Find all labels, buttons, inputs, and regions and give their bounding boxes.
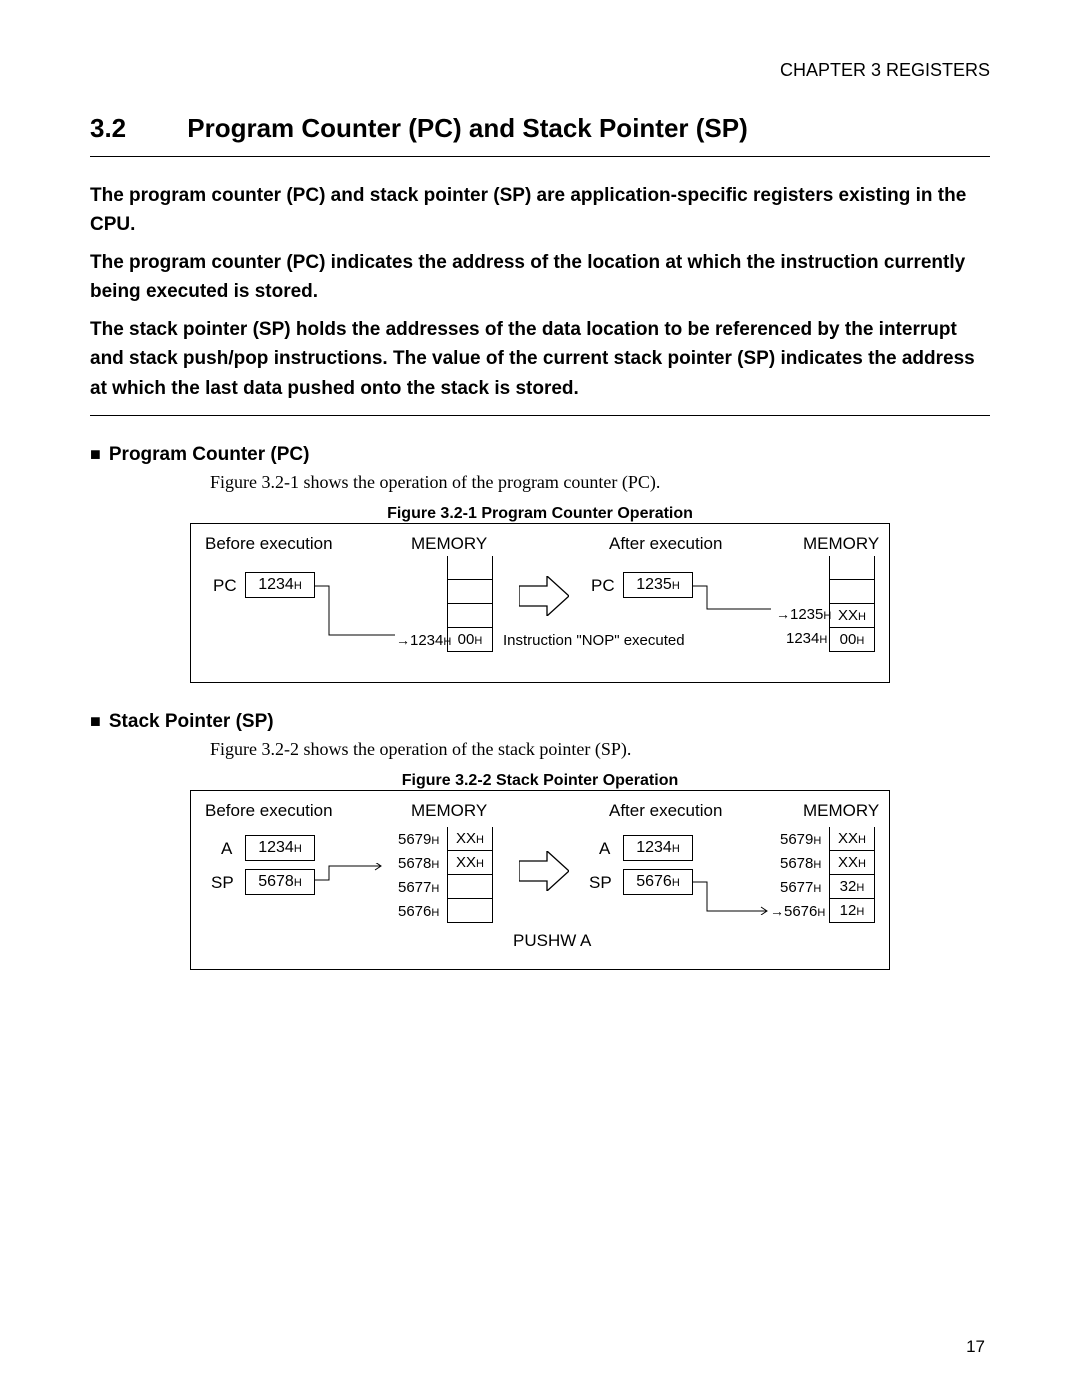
reg-a-before: A [221, 839, 232, 859]
mb-r0: XXH [448, 827, 492, 851]
mb-a1: 5678H [398, 855, 439, 872]
sp-figure-caption: Figure 3.2-2 Stack Pointer Operation [90, 772, 990, 790]
ma-a1: 5678H [780, 855, 821, 872]
pc-reg-value-after: 1235H [623, 572, 693, 598]
mb-a0: 5679H [398, 831, 439, 848]
ma-r1: XXH [830, 851, 874, 875]
mem-left-addr: →1234H [396, 632, 451, 649]
pc-heading-text: Program Counter (PC) [109, 444, 310, 465]
reg-a-value-after: 1234H [623, 835, 693, 861]
ma-r2: 32H [830, 875, 874, 899]
sp-body: Figure 3.2-2 shows the operation of the … [210, 739, 990, 760]
after-exec-label-2: After execution [609, 801, 722, 821]
mb-a2: 5677H [398, 879, 439, 896]
mem-right-addr-1: →1235H [776, 606, 831, 623]
mem-right-xx: XXH [830, 604, 874, 628]
reg-sp-before: SP [211, 873, 234, 893]
reg-sp-value-after: 5676H [623, 869, 693, 895]
intro-line-3: The stack pointer (SP) holds the address… [90, 315, 990, 403]
square-bullet-icon-2: ■ [90, 711, 101, 731]
ma-a2: 5677H [780, 879, 821, 896]
mem-col-right-2: XXH XXH 32H 12H [829, 827, 875, 923]
after-exec-label: After execution [609, 534, 722, 554]
intro-line-1: The program counter (PC) and stack point… [90, 181, 990, 240]
mb-r1: XXH [448, 851, 492, 875]
ma-a0: 5679H [780, 831, 821, 848]
intro-line-2: The program counter (PC) indicates the a… [90, 248, 990, 307]
mem-col-left: 00H [447, 556, 493, 652]
pc-figure-caption: Figure 3.2-1 Program Counter Operation [90, 505, 990, 523]
memory-label-left: MEMORY [411, 534, 487, 554]
pc-right-elbow [693, 583, 775, 613]
ma-r3: 12H [830, 899, 874, 923]
section-title-text: Program Counter (PC) and Stack Pointer (… [187, 113, 748, 143]
sp-left-elbow [315, 863, 385, 883]
mb-a3: 5676H [398, 903, 439, 920]
pc-reg-name-before: PC [213, 576, 237, 596]
reg-sp-value-before: 5678H [245, 869, 315, 895]
ma-a3: →5676H [770, 903, 825, 920]
pc-reg-name-after: PC [591, 576, 615, 596]
square-bullet-icon: ■ [90, 444, 101, 464]
memory-label-left-2: MEMORY [411, 801, 487, 821]
before-exec-label-2: Before execution [205, 801, 333, 821]
chapter-header: CHAPTER 3 REGISTERS [90, 60, 990, 81]
section-title: 3.2 Program Counter (PC) and Stack Point… [90, 113, 990, 144]
reg-sp-after: SP [589, 873, 612, 893]
page-number: 17 [966, 1337, 985, 1357]
pc-heading: ■ Program Counter (PC) [90, 444, 990, 466]
pc-left-elbow [315, 583, 399, 639]
sp-right-elbow [693, 879, 771, 915]
pc-reg-value-before: 1234H [245, 572, 315, 598]
big-arrow-icon [519, 576, 569, 616]
pushw-label: PUSHW A [513, 931, 591, 951]
mem-right-addr-2: 1234H [786, 630, 827, 647]
memory-label-right: MEMORY [803, 534, 879, 554]
memory-label-right-2: MEMORY [803, 801, 879, 821]
nop-note: Instruction "NOP" executed [503, 632, 685, 649]
mem-left-00: 00H [448, 628, 492, 652]
mem-right-00: 00H [830, 628, 874, 652]
before-exec-label: Before execution [205, 534, 333, 554]
big-arrow-icon-2 [519, 851, 569, 891]
ma-r0: XXH [830, 827, 874, 851]
section-number: 3.2 [90, 113, 180, 144]
rule-top [90, 156, 990, 157]
pc-body: Figure 3.2-1 shows the operation of the … [210, 472, 990, 493]
mem-col-right: XXH 00H [829, 556, 875, 652]
sp-heading: ■ Stack Pointer (SP) [90, 711, 990, 733]
mb-r3 [448, 899, 492, 923]
rule-bottom [90, 415, 990, 416]
mb-r2 [448, 875, 492, 899]
reg-a-value-before: 1234H [245, 835, 315, 861]
reg-a-after: A [599, 839, 610, 859]
mem-col-left-2: XXH XXH [447, 827, 493, 923]
sp-figure: Before execution MEMORY After execution … [190, 790, 890, 970]
pc-figure: Before execution MEMORY PC 1234H 00H →12… [190, 523, 890, 683]
sp-heading-text: Stack Pointer (SP) [109, 711, 274, 732]
